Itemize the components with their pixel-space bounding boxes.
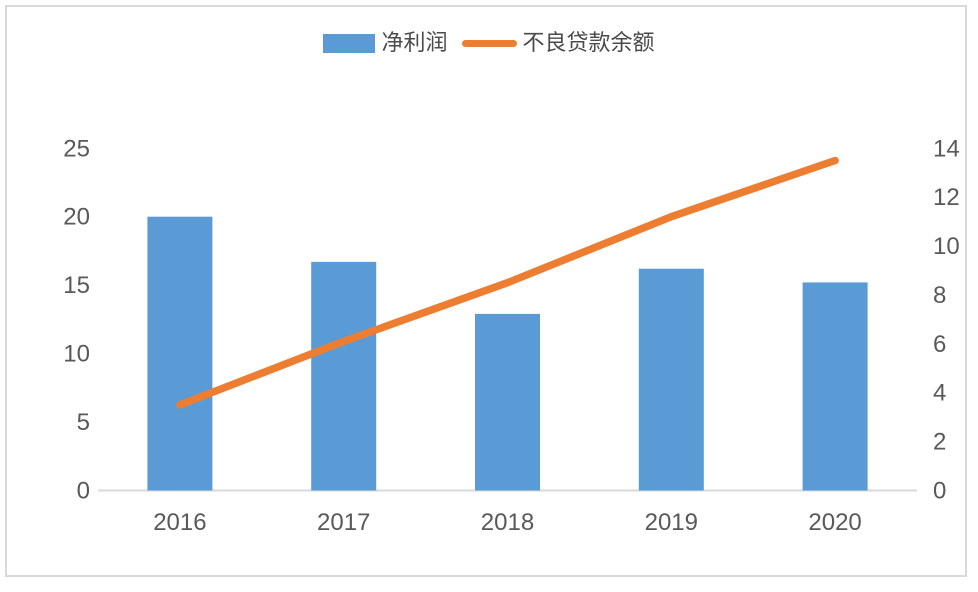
right-axis-tick-label: 4	[933, 380, 946, 407]
bar-series-label: 净利润	[381, 30, 448, 55]
bar-2018	[475, 313, 540, 491]
bar-2020	[802, 282, 868, 491]
x-axis-category-label: 2016	[153, 509, 206, 536]
left-axis-tick-label: 10	[63, 341, 90, 368]
left-axis-tick-label: 15	[63, 272, 90, 299]
legend-item-line-series: 不良贷款余额	[461, 30, 655, 55]
right-axis-tick-label: 2	[933, 429, 946, 456]
x-axis-category-label: 2017	[317, 509, 370, 536]
right-axis-tick-label: 12	[933, 184, 960, 211]
right-axis-tick-label: 14	[933, 135, 960, 162]
x-axis-category-label: 2019	[645, 509, 698, 536]
legend: 净利润 不良贷款余额	[0, 32, 978, 54]
bar-2016	[147, 216, 213, 491]
legend-item-bar-series: 净利润	[323, 30, 448, 55]
right-axis-tick-label: 10	[933, 233, 960, 260]
bar-series-swatch	[323, 33, 376, 53]
right-axis-tick-label: 8	[933, 282, 946, 309]
line-series-swatch	[461, 39, 517, 47]
left-axis-tick-label: 20	[63, 204, 90, 231]
left-axis-tick-label: 5	[77, 409, 90, 436]
x-axis-category-label: 2020	[808, 509, 861, 536]
trend-line	[176, 156, 839, 409]
right-axis-tick-label: 0	[933, 478, 946, 505]
bar-2019	[638, 268, 704, 491]
right-axis-tick-label: 6	[933, 331, 946, 358]
line-series-label: 不良贷款余额	[522, 30, 655, 55]
x-axis-category-label: 2018	[481, 509, 534, 536]
left-axis-tick-label: 25	[63, 135, 90, 162]
bar-2017	[311, 261, 377, 491]
chart-border	[5, 5, 967, 577]
left-axis-tick-label: 0	[77, 478, 90, 505]
